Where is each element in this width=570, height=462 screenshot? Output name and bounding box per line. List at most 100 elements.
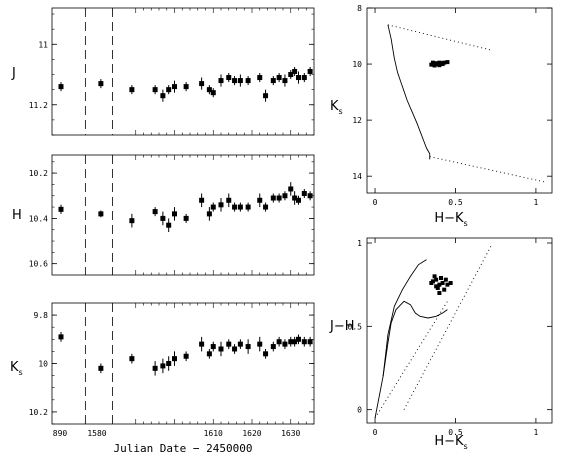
x-tick-label: 1630 (281, 429, 300, 438)
data-point (445, 60, 450, 65)
y-tick-label: 11 (38, 40, 48, 49)
x-tick-label: 1580 (87, 429, 106, 438)
panel-cmd-xlabel: H−Ks (434, 211, 467, 228)
data-point (218, 202, 224, 208)
data-point (434, 277, 439, 282)
panel-h-y-ticks: 10.2 10.4 10.6 (29, 161, 314, 269)
panel-ccd-y-ticks: 00.51 (348, 239, 552, 415)
data-point (152, 365, 158, 371)
data-point (199, 197, 205, 203)
data-point (442, 60, 447, 65)
data-point (443, 277, 448, 282)
data-point (129, 87, 135, 93)
data-point (292, 195, 298, 201)
data-point (152, 209, 158, 215)
data-point (218, 78, 224, 84)
data-point (257, 75, 263, 81)
panel-h-frame (51, 154, 315, 276)
y-tick-label: 12 (352, 116, 362, 125)
y-tick-label: 10.6 (29, 260, 48, 269)
x-tick-label: 0.5 (448, 198, 463, 207)
data-point (98, 211, 104, 217)
panel-h-dashed-lines (84, 155, 113, 275)
panel-ccd-points (429, 274, 453, 295)
data-point (210, 344, 216, 350)
data-point (282, 78, 288, 84)
data-point (270, 195, 276, 201)
data-point (263, 93, 269, 99)
data-point (445, 282, 450, 287)
panel-ks-dashed-lines (84, 303, 113, 424)
data-point (232, 78, 238, 84)
panel-h-lightcurve: 10.2 10.4 10.6 H (12, 154, 315, 276)
data-point (199, 81, 205, 87)
data-point (270, 78, 276, 84)
data-point (276, 75, 282, 81)
data-point (237, 204, 243, 210)
x-tick-label: 890 (53, 429, 68, 438)
panel-cmd-frame (366, 7, 553, 194)
panel-h-ylabel: H (12, 208, 22, 223)
panel-j-y-ticks: 11 11.2 (29, 13, 314, 136)
data-point (206, 351, 212, 357)
panel-cmd-ylabel: Ks (330, 99, 343, 116)
panel-ks-ylabel: Ks (10, 360, 23, 377)
data-point (210, 204, 216, 210)
data-point (276, 339, 282, 345)
x-tick-label: 1 (533, 428, 538, 437)
y-tick-label: 14 (352, 172, 362, 181)
y-tick-label: 10.2 (29, 169, 48, 178)
panel-cmd-y-ticks: 8 10 12 14 (352, 4, 552, 181)
data-point (98, 81, 104, 87)
data-point (237, 78, 243, 84)
panel-ks-points (58, 332, 313, 376)
panel-ks-x-ticks: 890 1580 1610 1620 1630 (53, 303, 307, 438)
data-point (257, 341, 263, 347)
data-point (439, 276, 443, 280)
x-tick-label: 0 (373, 428, 378, 437)
data-point (166, 361, 172, 366)
data-point (437, 63, 442, 68)
data-point (183, 215, 189, 221)
x-tick-label: 0 (373, 198, 378, 207)
data-point (172, 356, 177, 362)
data-point (448, 281, 453, 285)
data-point (226, 197, 232, 203)
data-point (307, 69, 313, 74)
data-point (307, 339, 313, 345)
data-point (292, 339, 298, 345)
data-point (301, 190, 307, 196)
data-point (166, 222, 172, 228)
data-point (440, 281, 445, 285)
panel-cmd-points (429, 60, 450, 68)
data-point (226, 75, 232, 81)
data-point (429, 62, 434, 67)
data-point (210, 90, 216, 96)
y-tick-label: 0 (357, 406, 362, 415)
data-point (437, 282, 442, 287)
data-point (282, 193, 288, 199)
y-tick-label: 10 (352, 60, 362, 69)
data-point (434, 284, 439, 289)
data-point (226, 341, 232, 347)
giant-branch-line (382, 259, 427, 377)
y-tick-label: 10.2 (29, 408, 48, 417)
data-point (232, 204, 238, 210)
data-point (152, 87, 158, 93)
panel-ccd: 00.51 0 0.5 1 J−H H−Ks (329, 237, 553, 451)
panel-ks-xlabel: Julian Date − 2450000 (113, 442, 252, 455)
data-point (183, 353, 189, 359)
y-tick-label: 11.2 (29, 101, 48, 110)
data-point (432, 274, 437, 279)
data-point (442, 287, 447, 292)
panel-j-ylabel: J (11, 66, 16, 81)
data-point (292, 69, 298, 74)
panel-j-frame (51, 7, 315, 136)
data-point (183, 84, 189, 90)
data-point (301, 339, 307, 345)
data-point (270, 344, 276, 350)
data-point (257, 197, 263, 203)
panel-h-x-ticks (135, 155, 307, 275)
data-point (58, 84, 64, 90)
